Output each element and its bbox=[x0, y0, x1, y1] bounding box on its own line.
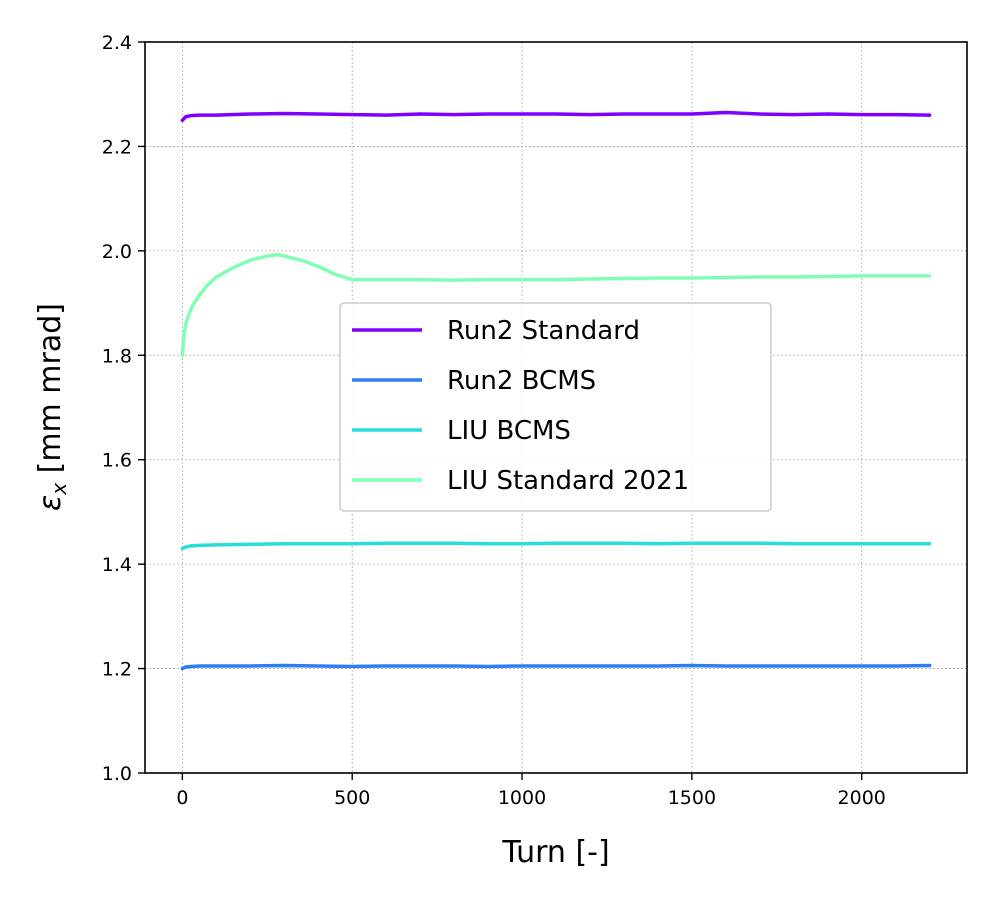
x-tick-label: 1000 bbox=[498, 787, 546, 809]
y-tick-label: 1.8 bbox=[102, 345, 132, 367]
y-tick-label: 1.2 bbox=[102, 659, 132, 681]
legend-label-3: LIU Standard 2021 bbox=[447, 466, 689, 496]
x-tick-label: 500 bbox=[334, 787, 370, 809]
legend-label-2: LIU BCMS bbox=[447, 416, 571, 446]
y-tick-label: 2.2 bbox=[102, 136, 132, 158]
y-axis-label-subscript: x bbox=[47, 483, 71, 496]
y-tick-label: 2.4 bbox=[102, 32, 132, 54]
x-tick-label: 2000 bbox=[838, 787, 886, 809]
plot-area-frame bbox=[144, 41, 968, 774]
y-tick-label: 1.4 bbox=[102, 554, 132, 576]
series-layer bbox=[180, 110, 932, 671]
x-axis-label: Turn [-] bbox=[501, 835, 609, 870]
y-tick-label: 1.0 bbox=[102, 763, 132, 785]
series-line-3 bbox=[180, 252, 932, 358]
y-tick-label: 2.0 bbox=[102, 241, 132, 263]
series-line-1 bbox=[180, 663, 932, 671]
y-axis-label-symbol: ε bbox=[33, 495, 68, 511]
legend: Run2 Standard Run2 BCMS LIU BCMS LIU Standa… bbox=[339, 302, 772, 512]
x-tick-label: 1500 bbox=[668, 787, 716, 809]
x-tick-label: 0 bbox=[176, 787, 188, 809]
y-axis-label-unit: [mm mrad] bbox=[33, 303, 68, 483]
y-axis-label: εx [mm mrad] bbox=[33, 303, 71, 511]
tick-layer: 0 500 1000 1500 2000 1.0 1.2 1.4 1.6 1.8 2.0 2.2 2.4 bbox=[102, 32, 886, 809]
legend-box bbox=[339, 302, 772, 512]
y-tick-label: 1.6 bbox=[102, 450, 132, 472]
legend-label-0: Run2 Standard bbox=[447, 316, 640, 346]
series-line-2 bbox=[180, 541, 932, 551]
legend-label-1: Run2 BCMS bbox=[447, 366, 596, 396]
series-line-0 bbox=[180, 110, 932, 123]
